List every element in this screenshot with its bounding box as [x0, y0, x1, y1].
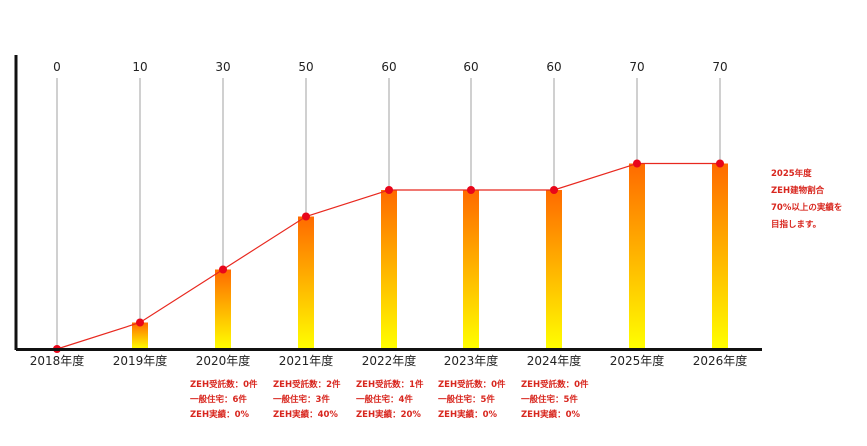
bar	[629, 163, 645, 349]
side-note-line: 2025年度	[771, 169, 812, 179]
annotation-line: ZEH実績：0%	[438, 410, 498, 420]
value-label: 60	[381, 60, 396, 74]
value-label: 0	[53, 60, 61, 74]
annotation-line: ZEH受託数：0件	[438, 380, 506, 390]
annotation-line: ZEH実績：20%	[356, 410, 421, 420]
tick-label: 2018年度	[30, 353, 85, 368]
annotation-line: ZEH受託数：2件	[273, 380, 341, 390]
side-note-line: ZEH建物割合	[771, 186, 825, 196]
data-point	[219, 265, 227, 274]
data-point	[550, 186, 558, 194]
data-point	[467, 186, 475, 194]
tick-label: 2021年度	[279, 353, 334, 368]
annotation-line: 一般住宅：3件	[273, 395, 330, 405]
bar	[463, 190, 479, 349]
value-label: 70	[629, 60, 644, 74]
annotation-line: 一般住宅：5件	[438, 395, 495, 405]
value-label: 10	[132, 60, 147, 74]
tick-label: 2023年度	[444, 353, 499, 368]
tick-label: 2025年度	[610, 353, 665, 368]
annotation-line: ZEH受託数：0件	[190, 380, 258, 390]
annotation-block: ZEH受託数：1件 一般住宅：4件 ZEH実績：20%	[356, 378, 424, 423]
annotation-line: 一般住宅：5件	[521, 395, 578, 405]
annotation-block: ZEH受託数：0件 一般住宅：5件 ZEH実績：0%	[521, 378, 589, 423]
data-point	[385, 186, 393, 194]
tick-label: 2024年度	[527, 353, 582, 368]
value-label: 50	[298, 60, 313, 74]
annotation-line: 一般住宅：4件	[356, 395, 413, 405]
bar	[381, 190, 397, 349]
data-point	[302, 212, 310, 221]
tick-label: 2022年度	[362, 353, 417, 368]
annotation-line: ZEH実績：0%	[190, 410, 250, 420]
annotation-block: ZEH受託数：0件 一般住宅：6件 ZEH実績：0%	[190, 378, 258, 423]
side-note-line: 目指します。	[771, 220, 822, 230]
tick-label: 2026年度	[693, 353, 748, 368]
bar	[132, 322, 148, 349]
bar	[215, 269, 231, 349]
annotation-line: ZEH実績：0%	[521, 410, 581, 420]
side-note: 2025年度 ZEH建物割合 70%以上の実績を 目指します。	[771, 166, 842, 234]
annotation-line: 一般住宅：6件	[190, 395, 247, 405]
data-point	[716, 159, 724, 168]
annotation-line: ZEH受託数：1件	[356, 380, 424, 390]
tick-label: 2019年度	[113, 353, 168, 368]
bar	[712, 163, 728, 349]
annotation-line: ZEH受託数：0件	[521, 380, 589, 390]
data-point	[136, 318, 144, 327]
data-point	[633, 159, 641, 168]
annotation-block: ZEH受託数：0件 一般住宅：5件 ZEH実績：0%	[438, 378, 506, 423]
bar	[298, 216, 314, 349]
annotation-block: ZEH受託数：2件 一般住宅：3件 ZEH実績：40%	[273, 378, 341, 423]
value-label: 60	[546, 60, 561, 74]
value-label: 70	[712, 60, 727, 74]
bar	[546, 190, 562, 349]
annotation-line: ZEH実績：40%	[273, 410, 338, 420]
side-note-line: 70%以上の実績を	[771, 203, 843, 213]
value-label: 60	[463, 60, 478, 74]
value-label: 30	[215, 60, 230, 74]
tick-label: 2020年度	[196, 353, 251, 368]
